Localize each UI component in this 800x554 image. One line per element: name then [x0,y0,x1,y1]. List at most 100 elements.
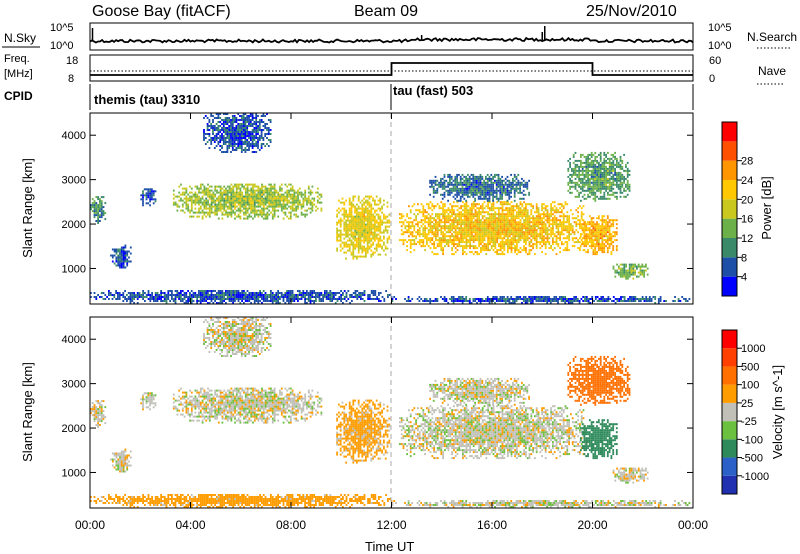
power-pixel [253,143,256,145]
power-pixel [243,205,245,208]
power-pixel [383,243,385,246]
power-pixel [279,185,281,188]
power-pixel [237,207,240,210]
power-pixel [266,127,268,129]
power-pixel [499,225,502,228]
power-pixel [456,225,459,228]
power-pixel [406,225,408,228]
power-pixel [185,199,188,202]
power-pixel [231,121,234,123]
power-pixel [436,231,439,234]
power-pixel [481,203,484,206]
power-pixel [597,237,600,240]
power-pixel [347,223,349,226]
power-pixel [517,221,520,224]
power-pixel [569,163,571,166]
power-pixel [465,189,467,192]
power-pixel [352,247,355,250]
power-pixel [590,163,593,166]
power-pixel [255,189,258,192]
power-pixel [596,161,598,164]
power-pixel [379,223,382,226]
power-pixel [243,213,245,216]
power-pixel [541,213,543,216]
power-pixel [442,203,444,206]
power-pixel [239,115,241,117]
power-pixel [424,219,426,222]
power-pixel [519,221,522,224]
power-pixel [253,185,256,188]
power-pixel [374,203,376,206]
power-pixel [214,201,217,204]
power-pixel [426,211,428,214]
power-pixel [431,205,434,208]
power-pixel [449,177,451,180]
power-pixel [257,215,260,218]
power-pixel [537,223,540,226]
power-pixel [539,223,542,226]
power-pixel [508,243,511,246]
power-pixel [458,227,461,230]
power-pixel [472,193,475,196]
power-pixel [363,215,365,218]
power-pixel [481,193,484,196]
power-pixel [458,237,461,240]
power-pixel [239,133,241,135]
power-pixel [217,197,220,200]
power-pixel [465,179,467,182]
power-pixel [490,209,493,212]
power-pixel [526,209,529,212]
power-pixel [255,193,258,196]
power-pixel [213,129,216,131]
power-pixel [583,235,586,238]
power-pixel [619,269,622,272]
power-pixel [525,241,527,244]
power-pixel [93,204,96,207]
power-pixel [365,195,367,198]
beam-label: Beam 09 [354,3,418,20]
power-pixel [250,199,253,202]
power-pixel [550,233,552,236]
power-pixel [203,139,205,141]
power-pixel [575,223,578,226]
power-pixel [610,223,613,226]
power-pixel [478,211,480,214]
power-pixel [338,199,340,202]
power-pixel [215,135,218,137]
power-pixel [516,227,518,230]
power-pixel [535,237,538,240]
power-pixel [597,223,600,226]
power-pixel [354,225,356,228]
power-pixel [607,179,609,182]
power-pixel [438,229,441,232]
power-pixel [522,193,525,196]
power-pixel [208,209,211,212]
power-pixel [510,221,513,224]
power-pixel [501,203,504,206]
power-pixel [219,207,222,210]
power-pixel [503,185,505,188]
power-pixel [483,195,485,198]
power-pixel [253,189,256,192]
power-pixel [366,241,369,244]
power-pixel [424,211,426,214]
power-pixel [300,207,303,210]
power-pixel [208,211,211,214]
power-pixel [474,231,477,234]
power-pixel [343,251,346,254]
power-pixel [525,215,527,218]
power-pixel [521,249,524,252]
power-pixel [553,205,556,208]
power-pixel [266,197,269,200]
power-pixel [282,217,285,220]
power-pixel [438,185,440,188]
power-pixel [562,215,565,218]
power-pixel [374,233,376,236]
power-pixel [487,203,489,206]
power-pixel [578,167,580,170]
power-pixel [472,183,475,186]
power-pixel [442,213,444,216]
power-pixel [449,203,452,206]
power-pixel [251,137,254,139]
power-pixel [471,225,473,228]
